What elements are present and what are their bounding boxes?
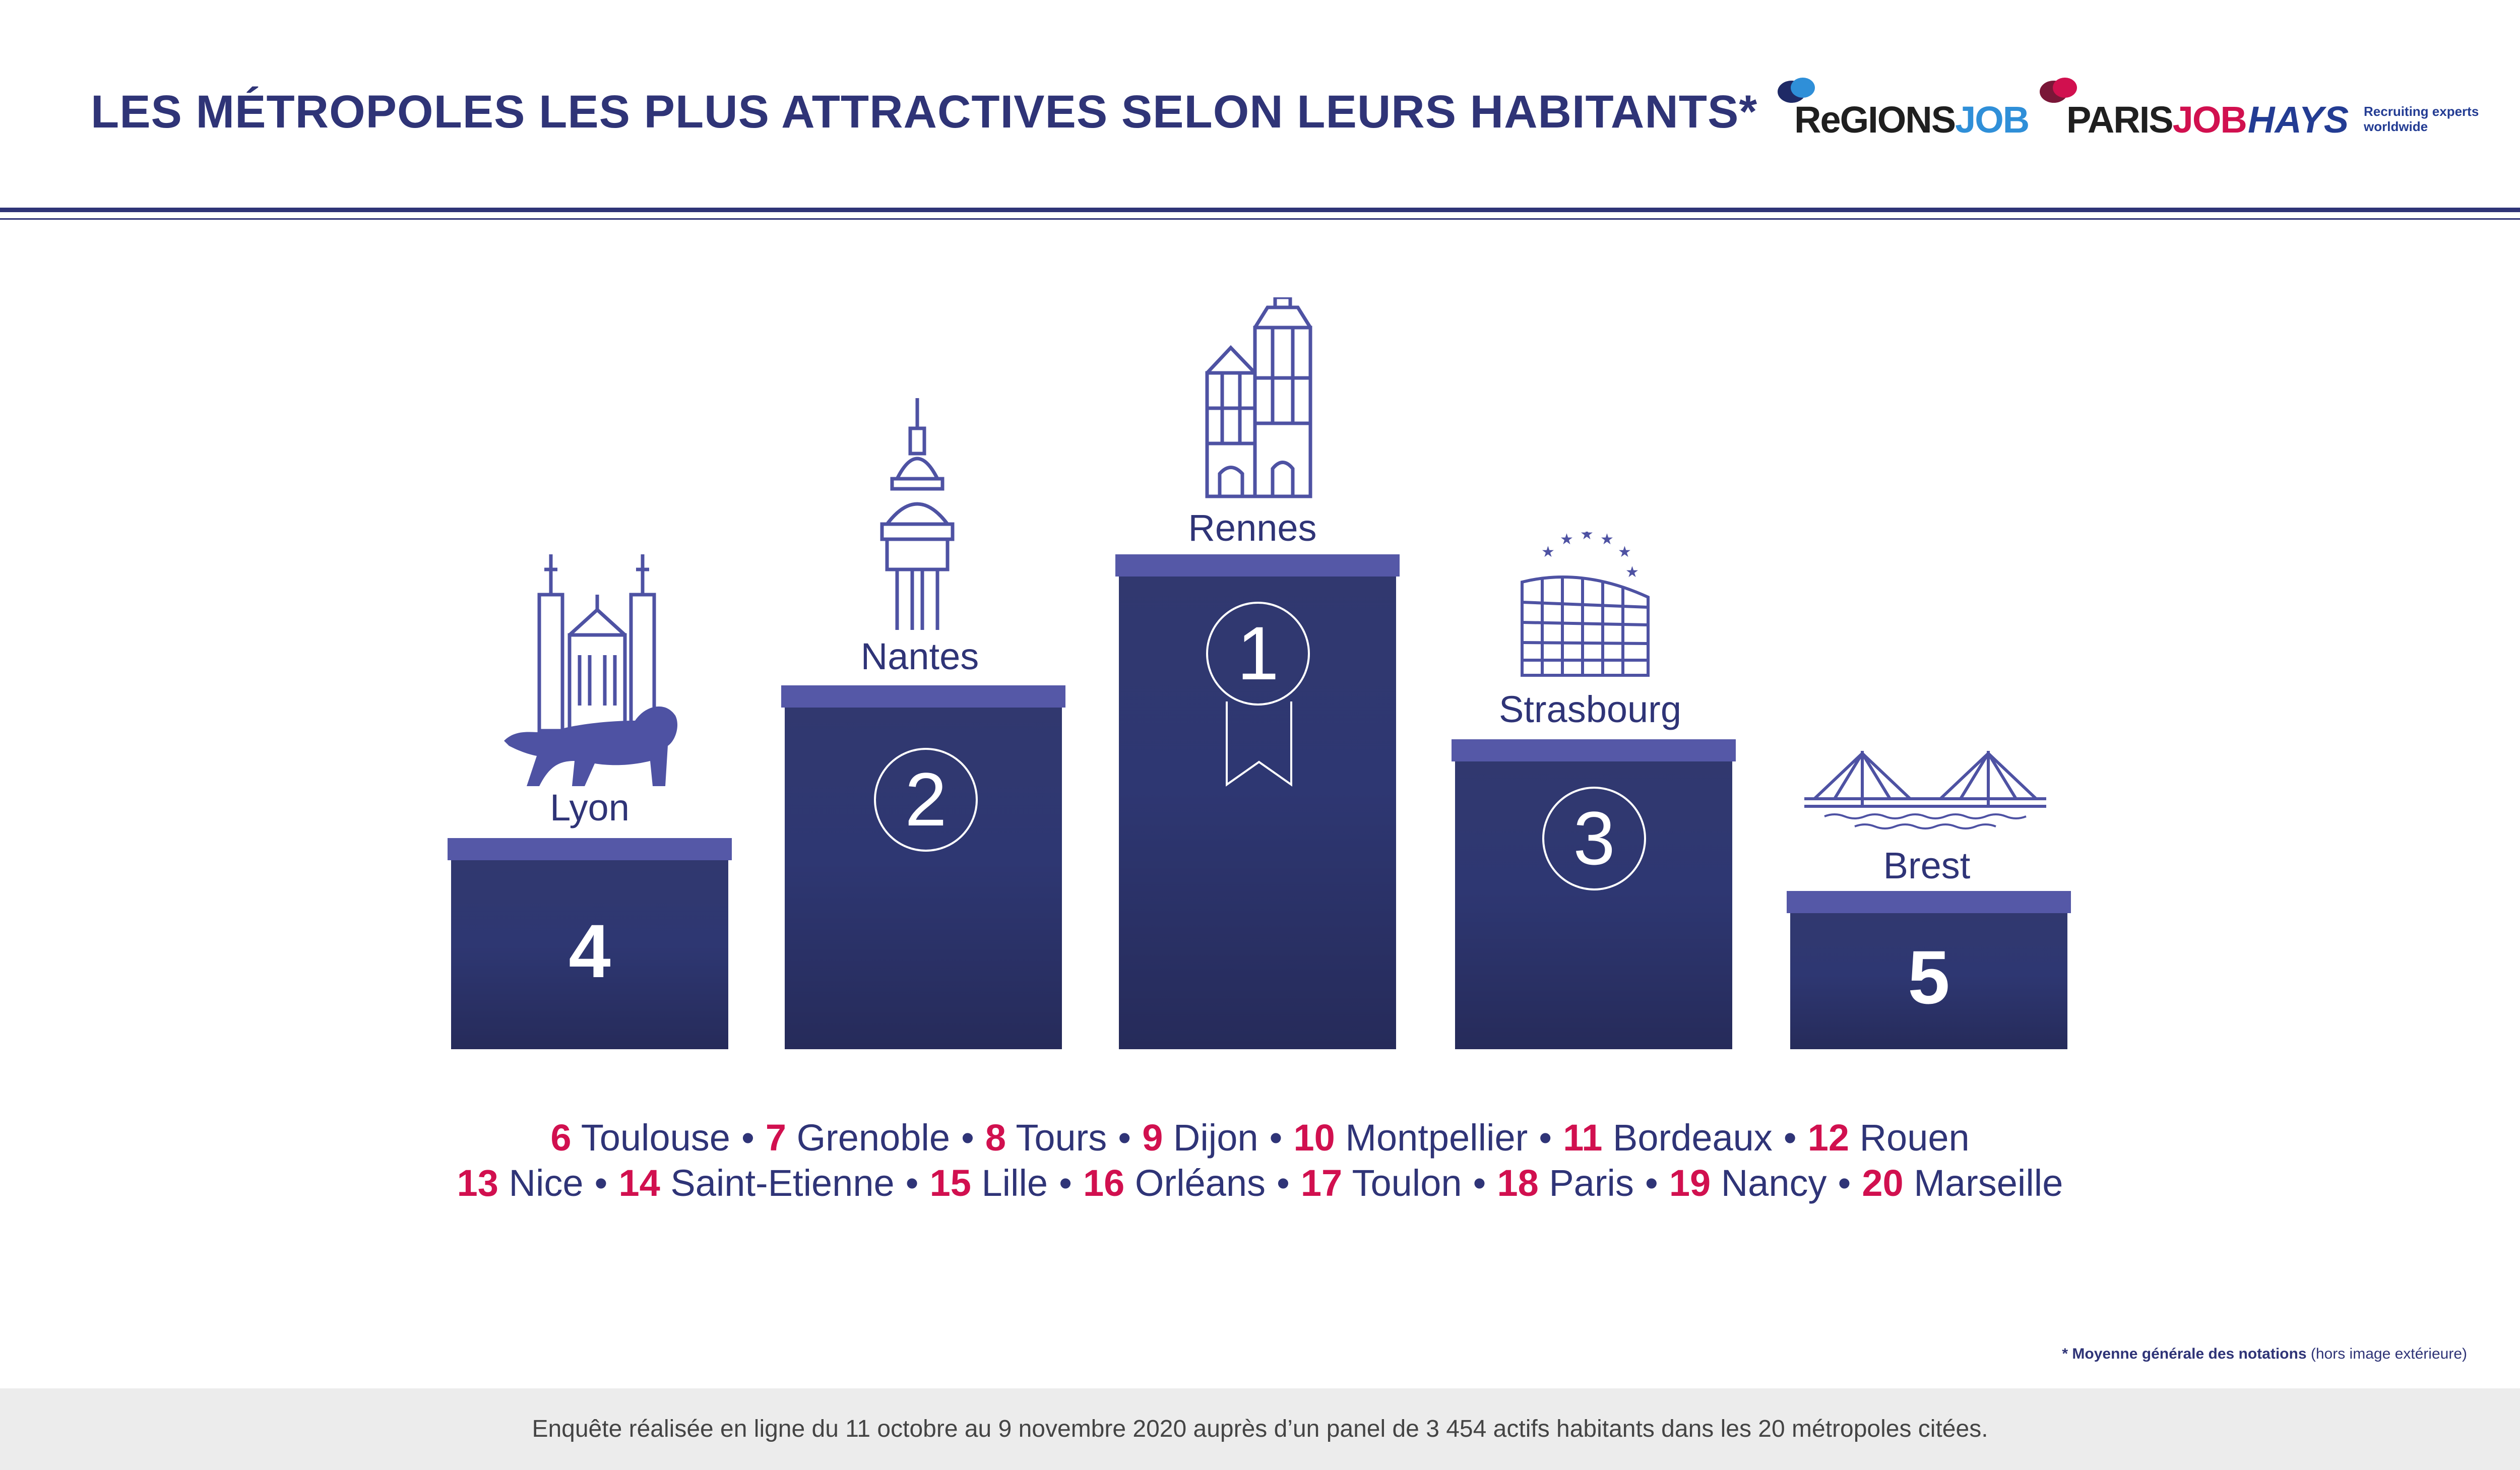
parisjob-chat-bubble-icon <box>2040 78 2077 103</box>
city-label-strasbourg: Strasbourg <box>1499 688 1681 730</box>
separator-dot: • <box>1783 1117 1797 1159</box>
rank-number: 9 <box>1142 1117 1163 1159</box>
parisjob-logo-text: PARIS <box>2066 99 2174 141</box>
parisjob-logo-accent: JOB <box>2172 99 2247 141</box>
hays-tagline-line2: worldwide <box>2364 119 2428 134</box>
rank-city: Paris <box>1549 1162 1634 1204</box>
podium-rank-5: 5 <box>1908 935 1950 1019</box>
svg-text:★: ★ <box>1580 532 1594 543</box>
rank-number: 14 <box>618 1162 660 1204</box>
footnote-rest: (hors image extérieure) <box>2306 1346 2467 1362</box>
rank-city: Tours <box>1016 1117 1107 1159</box>
survey-footer: Enquête réalisée en ligne du 11 octobre … <box>0 1388 2520 1470</box>
rank-city: Bordeaux <box>1613 1117 1773 1159</box>
rank-city: Toulon <box>1352 1162 1462 1204</box>
rank-city: Grenoble <box>796 1117 950 1159</box>
rank-number: 19 <box>1669 1162 1711 1204</box>
rank-number: 18 <box>1497 1162 1539 1204</box>
podium-cap-2 <box>781 685 1065 708</box>
city-label-brest: Brest <box>1883 845 1971 886</box>
footnote-bold: * Moyenne générale des notations <box>2062 1346 2307 1362</box>
rank-city: Marseille <box>1914 1162 2063 1204</box>
rank-number: 16 <box>1083 1162 1125 1204</box>
podium-rank-4: 4 <box>569 909 611 993</box>
separator-dot: • <box>1059 1162 1072 1204</box>
regionsjob-logo-text: ReGIONS <box>1794 99 1956 141</box>
rank-number: 13 <box>457 1162 498 1204</box>
podium-cap-3 <box>1452 739 1736 761</box>
rennes-timber-houses-icon <box>1205 297 1312 498</box>
rank-number: 17 <box>1300 1162 1343 1204</box>
ribbon-icon <box>1226 701 1292 787</box>
hays-logo: HAYS <box>2248 99 2349 141</box>
city-label-nantes: Nantes <box>860 635 979 677</box>
strasbourg-parliament-icon: ★ ★ ★ ★ ★ ★ <box>1521 532 1650 677</box>
rank-city: Montpellier <box>1345 1117 1528 1159</box>
parisjob-logo: PARISJOB <box>2066 98 2247 141</box>
separator-dot: • <box>905 1162 919 1204</box>
city-label-lyon: Lyon <box>550 787 629 828</box>
rank-number: 20 <box>1862 1162 1904 1204</box>
rank-city: Orléans <box>1135 1162 1266 1204</box>
rank-city: Nice <box>509 1162 584 1204</box>
ranking-list-line2: 13 Nice • 14 Saint-Etienne • 15 Lille • 16 Orl… <box>0 1162 2520 1204</box>
svg-text:★: ★ <box>1600 532 1614 548</box>
svg-text:★: ★ <box>1625 564 1639 581</box>
rank-city: Nancy <box>1721 1162 1827 1204</box>
separator-dot: • <box>1276 1162 1290 1204</box>
city-label-rennes: Rennes <box>1188 507 1317 549</box>
rank-number: 12 <box>1807 1117 1850 1159</box>
separator-dot: • <box>1118 1117 1131 1159</box>
separator-dot: • <box>1645 1162 1658 1204</box>
regionsjob-logo: ReGIONSJOB <box>1794 98 2030 141</box>
rank-number: 6 <box>550 1117 572 1159</box>
rank-city: Lille <box>981 1162 1048 1204</box>
page-title: LES MÉTROPOLES LES PLUS ATTRACTIVES SELO… <box>91 86 1758 138</box>
rank-city: Dijon <box>1173 1117 1258 1159</box>
svg-text:★: ★ <box>1618 544 1631 560</box>
svg-text:★: ★ <box>1560 532 1573 548</box>
podium-block-2: 2 <box>785 708 1062 1049</box>
ranking-list-line1: 6 Toulouse • 7 Grenoble • 8 Tours • 9 Dijon • 10… <box>0 1116 2520 1159</box>
regionsjob-logo-accent: JOB <box>1955 99 2030 141</box>
rank-number: 7 <box>765 1117 787 1159</box>
podium-rank-1: 1 <box>1206 602 1310 706</box>
podium-cap-5 <box>1787 891 2071 913</box>
rank-number: 10 <box>1293 1117 1335 1159</box>
separator-dot: • <box>1838 1162 1851 1204</box>
separator-dot: • <box>1269 1117 1283 1159</box>
brest-bridge-icon <box>1804 751 2046 829</box>
rank-number: 11 <box>1563 1117 1603 1159</box>
rank-number: 15 <box>929 1162 971 1204</box>
podium-block-1: 1 <box>1119 577 1396 1049</box>
podium-cap-1 <box>1115 554 1400 577</box>
hays-tagline: Recruiting experts worldwide <box>2364 104 2479 134</box>
regionsjob-chat-bubble-icon <box>1778 78 1815 103</box>
separator-dot: • <box>1473 1162 1486 1204</box>
separator-dot: • <box>961 1117 974 1159</box>
podium-rank-2: 2 <box>874 748 978 852</box>
rank-city: Toulouse <box>581 1117 730 1159</box>
svg-text:★: ★ <box>1541 544 1555 560</box>
header-divider-thick <box>0 208 2520 212</box>
podium-cap-4 <box>448 838 732 860</box>
lyon-basilica-lion-icon <box>504 554 678 786</box>
header-divider-thin <box>0 218 2520 220</box>
separator-dot: • <box>594 1162 608 1204</box>
nantes-dome-icon <box>880 398 955 630</box>
rank-city: Rouen <box>1859 1117 1970 1159</box>
podium-block-4: 4 <box>451 860 728 1049</box>
podium-rank-3: 3 <box>1542 787 1646 890</box>
separator-dot: • <box>1539 1117 1552 1159</box>
separator-dot: • <box>741 1117 754 1159</box>
hays-tagline-line1: Recruiting experts <box>2364 104 2479 119</box>
footnote: * Moyenne générale des notations (hors i… <box>2062 1346 2467 1363</box>
rank-number: 8 <box>985 1117 1006 1159</box>
podium-block-3: 3 <box>1455 761 1732 1049</box>
rank-city: Saint-Etienne <box>670 1162 895 1204</box>
podium-block-5: 5 <box>1790 913 2067 1049</box>
